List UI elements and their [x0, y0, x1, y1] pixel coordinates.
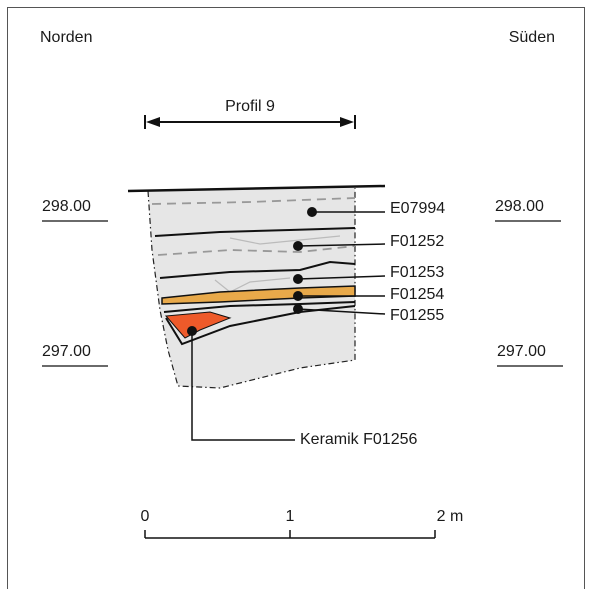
elevation-label: 297.00: [497, 343, 546, 360]
layer-label: E07994: [390, 200, 445, 217]
layer-label: F01253: [390, 264, 444, 281]
elevation-label: 298.00: [42, 198, 91, 215]
south-label: Süden: [509, 29, 555, 46]
layer-label: F01252: [390, 233, 444, 250]
frame: [7, 7, 585, 589]
elevation-label: 298.00: [495, 198, 544, 215]
elevation-label: 297.00: [42, 343, 91, 360]
profile-arrow: [144, 115, 356, 129]
leaders: [187, 207, 386, 441]
profile-title: Profil 9: [225, 98, 275, 115]
find-label: Keramik F01256: [300, 431, 417, 448]
layer-label: F01254: [390, 286, 444, 303]
scale-label: 1: [286, 508, 295, 525]
scale-label: 2 m: [437, 508, 464, 525]
scale-label: 0: [141, 508, 150, 525]
layer-label: F01255: [390, 307, 444, 324]
north-label: Norden: [40, 29, 92, 46]
scale-bar: [144, 530, 436, 539]
section: [127, 184, 386, 389]
